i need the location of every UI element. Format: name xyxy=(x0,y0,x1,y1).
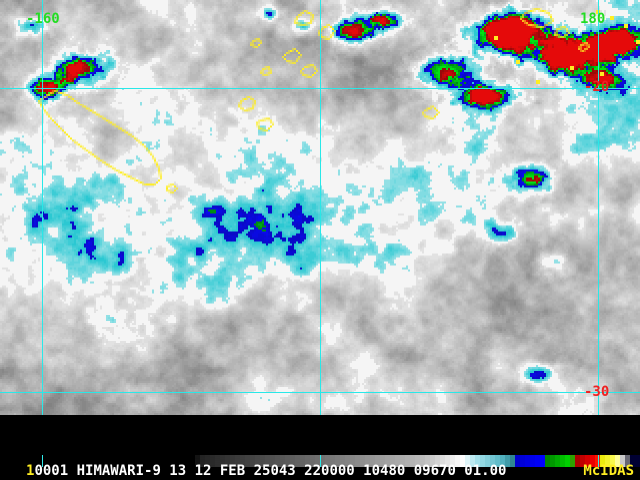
status-line: 1 0001 HIMAWARI-9 13 12 FEB 25043 220000… xyxy=(0,462,640,480)
colorbar-tick-0 xyxy=(42,455,43,467)
bottom-black-band xyxy=(0,415,640,480)
mcidas-brand-label: McIDAS xyxy=(583,463,634,479)
colorbar-tick-1 xyxy=(320,455,321,467)
status-text: 0001 HIMAWARI-9 13 12 FEB 25043 220000 1… xyxy=(34,463,507,479)
ir-enhancement-colorbar[interactable] xyxy=(0,455,640,467)
frame-number-label: 1 xyxy=(26,463,35,479)
colorbar-tick-2 xyxy=(598,455,599,467)
satellite-image-viewport[interactable] xyxy=(0,0,640,415)
himawari-infrared-image[interactable] xyxy=(0,0,640,415)
